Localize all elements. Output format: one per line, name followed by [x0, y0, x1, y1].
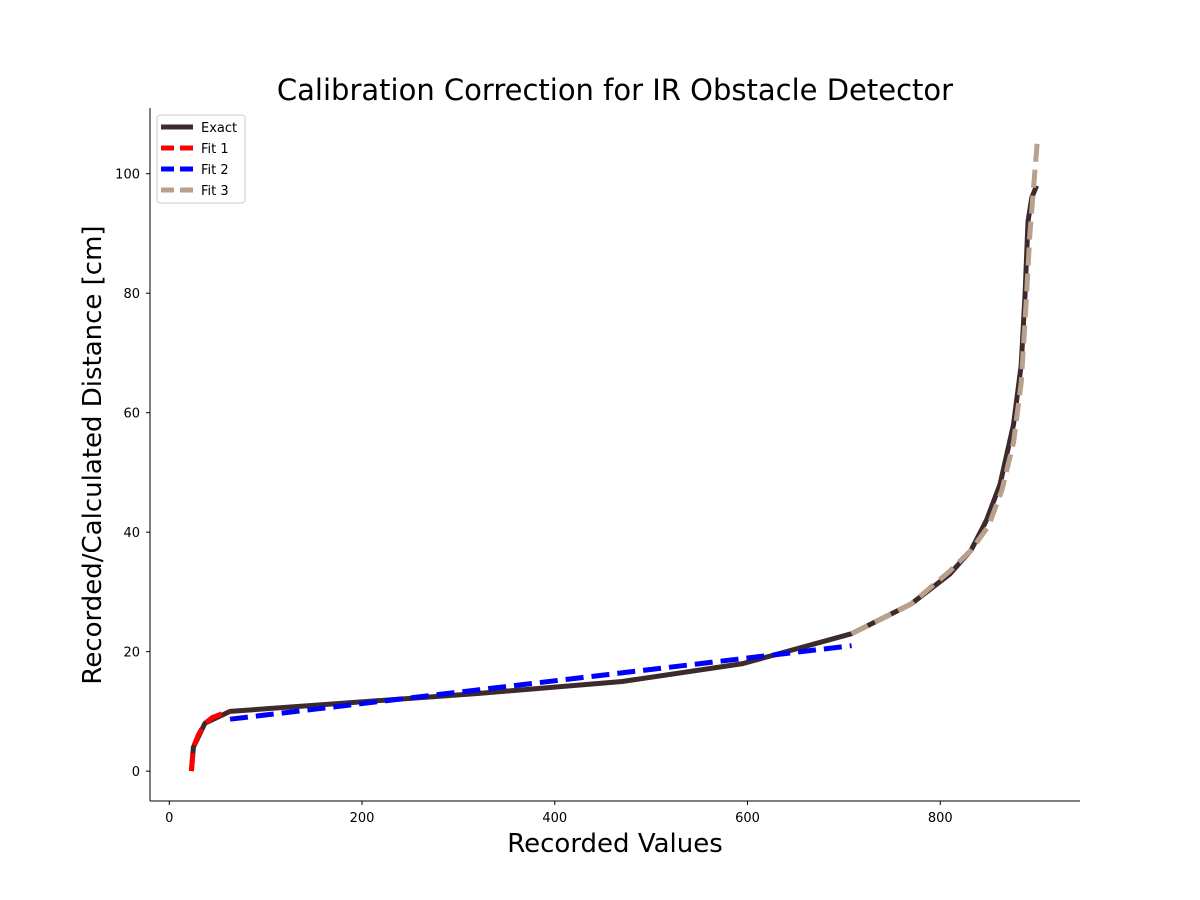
- series-line-fit-3: [850, 137, 1041, 636]
- legend-label: Fit 3: [201, 184, 229, 199]
- y-axis-ticks: 0 20 40 60 80 100: [115, 168, 150, 780]
- x-tick-label: 800: [928, 811, 953, 826]
- y-tick-label: 0: [132, 765, 140, 780]
- legend-label: Fit 1: [201, 142, 229, 157]
- legend-frame: [156, 114, 246, 204]
- legend-label: Fit 2: [201, 163, 229, 178]
- plot-area: [188, 137, 1041, 772]
- series-line-exact: [188, 184, 1039, 772]
- x-tick-label: 0: [165, 811, 173, 826]
- y-tick-label: 80: [123, 287, 140, 302]
- y-axis-label: Recorded/Calculated Distance [cm]: [78, 225, 108, 684]
- series-line-fit-1: [188, 709, 231, 772]
- y-tick-label: 60: [123, 407, 140, 422]
- x-axis-label: Recorded Values: [507, 829, 723, 859]
- legend: Exact Fit 1 Fit 2 Fit 3: [156, 114, 246, 204]
- x-tick-label: 600: [735, 811, 760, 826]
- chart-title: Calibration Correction for IR Obstacle D…: [277, 73, 953, 107]
- x-axis-ticks: 0 200 400 600 800: [165, 801, 953, 826]
- y-tick-label: 40: [123, 526, 140, 541]
- series-line-fit-2: [229, 643, 852, 722]
- x-tick-label: 400: [542, 811, 567, 826]
- y-tick-label: 100: [115, 168, 140, 183]
- y-tick-label: 20: [123, 646, 140, 661]
- x-tick-label: 200: [350, 811, 375, 826]
- legend-label: Exact: [201, 121, 237, 136]
